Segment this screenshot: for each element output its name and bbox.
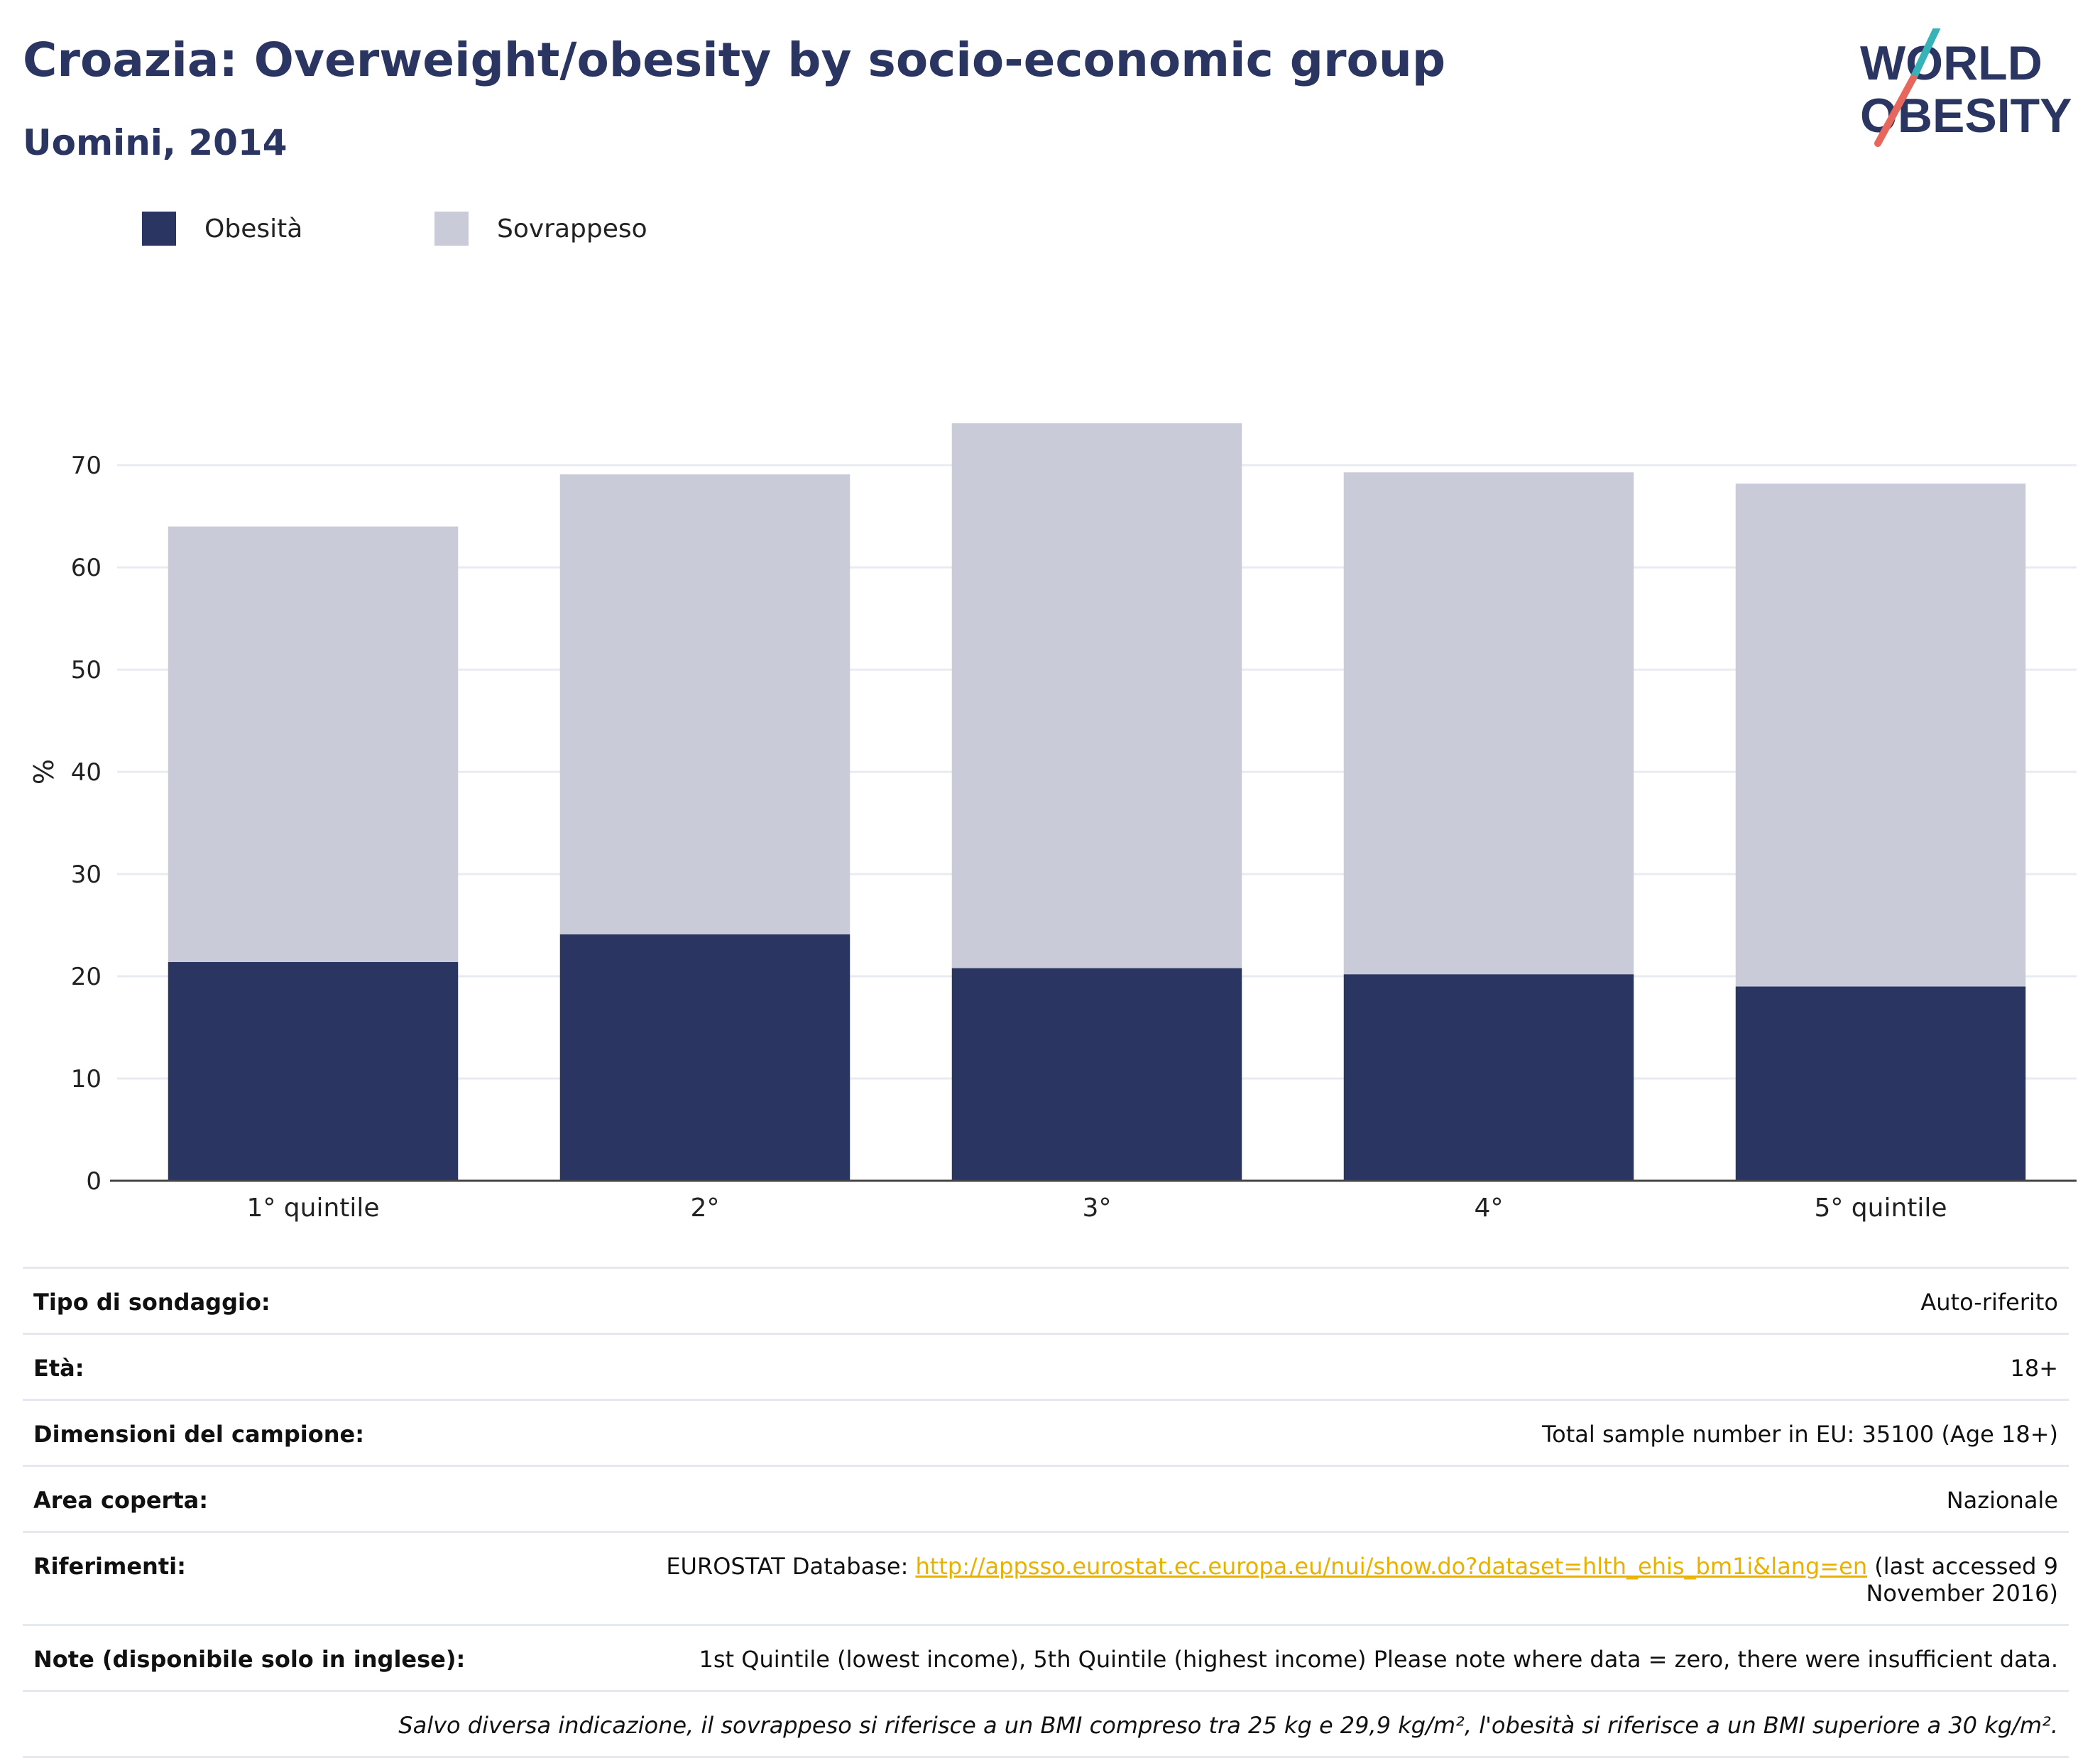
legend-label-obesity: Obesità (204, 214, 303, 244)
y-tick-label: 60 (71, 554, 102, 582)
info-row-sample: Dimensioni del campione: Total sample nu… (23, 1399, 2069, 1465)
info-row-survey-type: Tipo di sondaggio: Auto-riferito (23, 1267, 2069, 1333)
stacked-bar-chart: 0 10 20 30 40 50 60 70% 1° quintile 2° 3° 4° 5° quin… (28, 423, 2077, 1223)
info-label: Area coperta: (33, 1487, 209, 1514)
info-label: Tipo di sondaggio: (33, 1289, 270, 1316)
bar-overweight (1735, 484, 2026, 987)
legend-swatch-overweight (434, 212, 469, 246)
x-tick-label: 5° quintile (1814, 1194, 1947, 1223)
world-obesity-logo: WORLD OBESITY (1860, 28, 2072, 147)
x-tick-label: 4° (1475, 1194, 1504, 1223)
bar-overweight (168, 526, 459, 962)
y-tick-label: 50 (71, 656, 102, 684)
y-tick-label: 30 (71, 861, 102, 889)
legend-item-overweight[interactable]: Sovrappeso (434, 212, 647, 246)
info-row-references: Riferimenti: EUROSTAT Database: http://a… (23, 1531, 2069, 1624)
info-row-age: Età: 18+ (23, 1333, 2069, 1399)
y-tick-label: 10 (71, 1065, 102, 1093)
info-label: Dimensioni del campione: (33, 1421, 365, 1448)
info-value: EUROSTAT Database: http://appsso.eurosta… (603, 1553, 2058, 1607)
bar-obesity (951, 968, 1242, 1181)
legend-label-overweight: Sovrappeso (497, 214, 647, 244)
y-axis-label: % (28, 759, 60, 785)
info-row-area: Area coperta: Nazionale (23, 1465, 2069, 1531)
info-value: Total sample number in EU: 35100 (Age 18… (1542, 1421, 2058, 1448)
info-table: Tipo di sondaggio: Auto-riferito Età: 18… (23, 1267, 2069, 1758)
x-tick-label: 1° quintile (246, 1194, 379, 1223)
info-value: Nazionale (1946, 1487, 2058, 1514)
bar-obesity (1735, 986, 2026, 1181)
reference-link[interactable]: http://appsso.eurostat.ec.europa.eu/nui/… (915, 1553, 1868, 1580)
info-value: Auto-riferito (1920, 1289, 2058, 1316)
y-tick-label: 20 (71, 963, 102, 991)
bar-obesity (559, 934, 851, 1181)
info-value: 1st Quintile (lowest income), 5th Quinti… (699, 1646, 2059, 1673)
bar-overweight (1343, 472, 1634, 975)
bar-overweight (951, 423, 1242, 968)
logo-slash-top (1910, 28, 1940, 82)
x-tick-label: 2° (691, 1194, 720, 1223)
info-footnote-row: Salvo diversa indicazione, il sovrappeso… (23, 1690, 2069, 1758)
chart-subtitle: Uomini, 2014 (23, 122, 288, 163)
info-label: Età: (33, 1355, 84, 1382)
y-tick-label: 70 (71, 452, 102, 480)
chart-title: Croazia: Overweight/obesity by socio-eco… (23, 33, 1446, 87)
logo-text-world: WORLD (1860, 36, 2042, 90)
info-value: 18+ (2010, 1355, 2058, 1382)
legend-item-obesity[interactable]: Obesità (142, 212, 302, 246)
footnote-text: Salvo diversa indicazione, il sovrappeso… (398, 1712, 2058, 1739)
x-tick-label: 3° (1083, 1194, 1112, 1223)
bar-obesity (1343, 974, 1634, 1181)
logo-slash-bottom (1874, 75, 1917, 147)
bar-overweight (559, 474, 851, 935)
reference-suffix: (last accessed 9 November 2016) (1866, 1553, 2058, 1607)
bar-obesity (168, 961, 459, 1181)
info-label: Riferimenti: (33, 1553, 186, 1580)
legend-swatch-obesity (142, 212, 176, 246)
reference-prefix: EUROSTAT Database: (666, 1553, 916, 1580)
y-tick-label: 40 (71, 758, 102, 787)
info-row-notes: Note (disponibile solo in inglese): 1st … (23, 1624, 2069, 1690)
y-tick-label: 0 (86, 1167, 102, 1196)
info-label: Note (disponibile solo in inglese): (33, 1646, 466, 1673)
